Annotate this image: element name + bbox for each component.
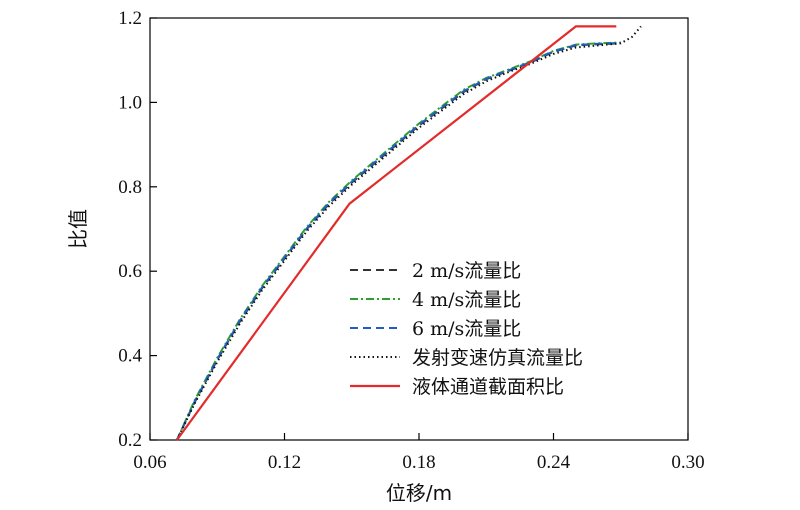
legend-label: 4 m/s流量比: [412, 289, 521, 311]
legend-label: 液体通道截面积比: [412, 376, 564, 398]
y-tick-label: 0.8: [118, 177, 142, 198]
x-tick-label: 0.06: [133, 452, 166, 473]
y-axis-label: 比值: [66, 209, 90, 249]
y-tick-label: 0.4: [118, 346, 142, 367]
x-tick-label: 0.12: [268, 452, 301, 473]
series-line-5: [176, 25, 617, 441]
x-tick-label: 0.24: [537, 452, 571, 473]
x-tick-label: 0.18: [402, 452, 435, 473]
axis-ticks: 0.06 0.12 0.18 0.24 0.30 0.2 0.4 0.6 0.8 1.0 1.2: [118, 8, 704, 473]
y-tick-label: 0.2: [118, 430, 142, 451]
series-line-4: [176, 25, 642, 441]
legend-label: 发射变速仿真流量比: [412, 347, 583, 369]
series-lines: [175, 25, 642, 441]
y-tick-label: 1.2: [118, 8, 142, 29]
x-axis-label: 位移/m: [386, 481, 452, 505]
x-tick-label: 0.30: [671, 452, 704, 473]
legend-label: 6 m/s流量比: [412, 318, 521, 340]
y-tick-label: 1.0: [118, 92, 142, 113]
legend-label: 2 m/s流量比: [412, 260, 521, 282]
legend: 2 m/s流量比 4 m/s流量比 6 m/s流量比发射变速仿真流量比液体通道截面积…: [350, 260, 583, 398]
y-tick-label: 0.6: [118, 261, 142, 282]
series-line-3: [175, 41, 621, 441]
